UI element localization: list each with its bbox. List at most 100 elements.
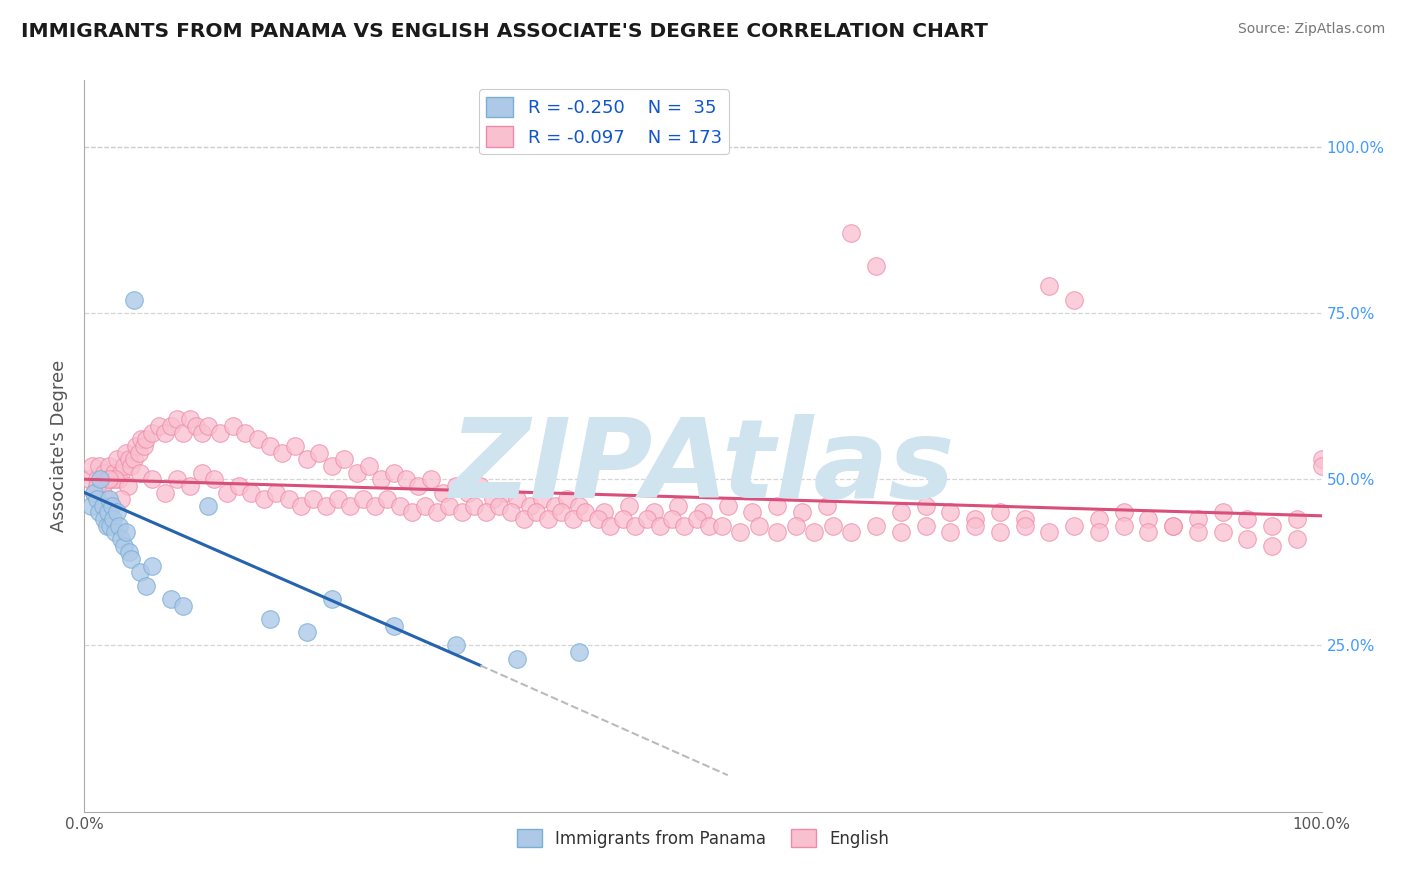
Point bbox=[1187, 525, 1209, 540]
Point bbox=[865, 260, 887, 274]
Point bbox=[215, 485, 238, 500]
Legend: Immigrants from Panama, English: Immigrants from Panama, English bbox=[510, 822, 896, 855]
Point bbox=[890, 525, 912, 540]
Point bbox=[1212, 525, 1234, 540]
Point bbox=[914, 518, 936, 533]
Text: Source: ZipAtlas.com: Source: ZipAtlas.com bbox=[1237, 22, 1385, 37]
Point bbox=[1310, 458, 1333, 473]
Point bbox=[172, 425, 194, 440]
Point bbox=[93, 512, 115, 526]
Point bbox=[506, 652, 529, 666]
Point bbox=[120, 552, 142, 566]
Point bbox=[599, 518, 621, 533]
Point bbox=[240, 485, 263, 500]
Point bbox=[141, 472, 163, 486]
Point bbox=[488, 499, 510, 513]
Point bbox=[148, 419, 170, 434]
Point bbox=[965, 518, 987, 533]
Point bbox=[352, 492, 374, 507]
Point bbox=[141, 425, 163, 440]
Point bbox=[222, 419, 245, 434]
Point bbox=[1161, 518, 1184, 533]
Point bbox=[648, 518, 671, 533]
Point bbox=[209, 425, 232, 440]
Point bbox=[741, 506, 763, 520]
Point bbox=[264, 485, 287, 500]
Point bbox=[1137, 512, 1160, 526]
Point bbox=[1088, 512, 1111, 526]
Point bbox=[100, 499, 122, 513]
Point bbox=[586, 512, 609, 526]
Point bbox=[815, 499, 838, 513]
Point bbox=[83, 485, 105, 500]
Point bbox=[785, 518, 807, 533]
Point bbox=[93, 466, 115, 480]
Point bbox=[191, 466, 214, 480]
Point bbox=[419, 472, 441, 486]
Point bbox=[135, 433, 157, 447]
Point bbox=[965, 512, 987, 526]
Point bbox=[89, 458, 111, 473]
Point bbox=[91, 499, 114, 513]
Point bbox=[346, 466, 368, 480]
Point bbox=[153, 425, 176, 440]
Text: ZIPAtlas: ZIPAtlas bbox=[450, 415, 956, 522]
Point bbox=[524, 506, 547, 520]
Point bbox=[686, 512, 709, 526]
Point bbox=[574, 506, 596, 520]
Point bbox=[728, 525, 751, 540]
Point bbox=[98, 458, 121, 473]
Point bbox=[1212, 506, 1234, 520]
Point bbox=[110, 466, 132, 480]
Point bbox=[86, 492, 108, 507]
Point bbox=[1063, 518, 1085, 533]
Point bbox=[321, 458, 343, 473]
Point bbox=[122, 293, 145, 307]
Point bbox=[370, 472, 392, 486]
Point bbox=[284, 439, 307, 453]
Point bbox=[86, 479, 108, 493]
Point bbox=[79, 499, 101, 513]
Point bbox=[568, 645, 591, 659]
Point bbox=[1187, 512, 1209, 526]
Point bbox=[117, 479, 139, 493]
Point bbox=[115, 525, 138, 540]
Point bbox=[512, 512, 534, 526]
Point bbox=[890, 506, 912, 520]
Point bbox=[184, 419, 207, 434]
Point bbox=[1285, 512, 1308, 526]
Point bbox=[86, 472, 108, 486]
Point bbox=[89, 472, 111, 486]
Point bbox=[122, 452, 145, 467]
Point bbox=[89, 506, 111, 520]
Point bbox=[636, 512, 658, 526]
Point bbox=[617, 499, 640, 513]
Point bbox=[326, 492, 349, 507]
Point bbox=[1261, 518, 1284, 533]
Point bbox=[1063, 293, 1085, 307]
Point bbox=[697, 518, 720, 533]
Point bbox=[308, 445, 330, 459]
Point bbox=[80, 458, 103, 473]
Point bbox=[1261, 539, 1284, 553]
Point bbox=[444, 639, 467, 653]
Point bbox=[408, 479, 430, 493]
Point bbox=[988, 525, 1011, 540]
Point bbox=[98, 492, 121, 507]
Point bbox=[537, 512, 560, 526]
Point bbox=[191, 425, 214, 440]
Point bbox=[125, 439, 148, 453]
Point bbox=[110, 532, 132, 546]
Point bbox=[432, 485, 454, 500]
Point bbox=[98, 518, 121, 533]
Point bbox=[101, 512, 124, 526]
Point bbox=[624, 518, 647, 533]
Point bbox=[104, 525, 127, 540]
Point bbox=[988, 506, 1011, 520]
Y-axis label: Associate's Degree: Associate's Degree bbox=[51, 359, 69, 533]
Point bbox=[141, 558, 163, 573]
Point bbox=[128, 445, 150, 459]
Point bbox=[439, 499, 461, 513]
Point bbox=[228, 479, 250, 493]
Point bbox=[83, 485, 105, 500]
